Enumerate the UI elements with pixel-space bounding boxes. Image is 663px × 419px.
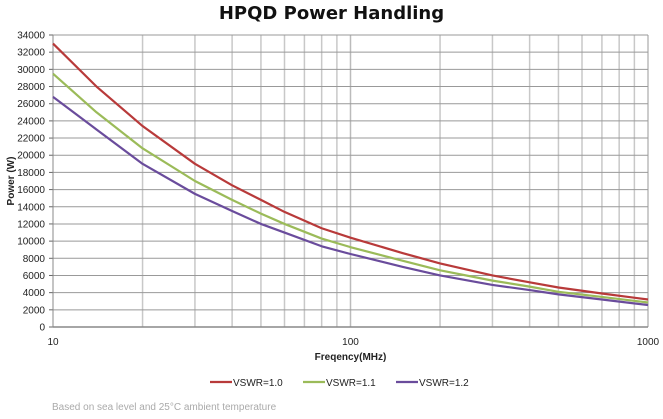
x-axis-label: Freqency(MHz) xyxy=(315,352,387,363)
legend-label: VSWR=1.0 xyxy=(233,378,283,389)
y-tick-label: 22000 xyxy=(17,134,45,145)
y-tick-label: 32000 xyxy=(17,48,45,59)
x-tick-label: 100 xyxy=(342,337,359,348)
footnote: Based on sea level and 25°C ambient temp… xyxy=(52,402,277,413)
y-tick-label: 10000 xyxy=(17,237,45,248)
y-tick-label: 12000 xyxy=(17,219,45,230)
y-tick-label: 8000 xyxy=(23,254,46,265)
y-axis-label: Power (W) xyxy=(6,157,17,206)
y-tick-label: 28000 xyxy=(17,82,45,93)
x-tick-label: 10 xyxy=(47,337,59,348)
y-tick-label: 0 xyxy=(39,323,45,334)
y-tick-label: 14000 xyxy=(17,202,45,213)
y-tick-label: 34000 xyxy=(17,31,45,42)
y-tick-label: 24000 xyxy=(17,116,45,127)
y-tick-label: 26000 xyxy=(17,99,45,110)
y-tick-label: 6000 xyxy=(23,271,46,282)
series-line-1 xyxy=(52,42,649,301)
y-tick-label: 30000 xyxy=(17,65,45,76)
y-tick-label: 4000 xyxy=(23,288,46,299)
y-tick-label: 20000 xyxy=(17,151,45,162)
legend-label: VSWR=1.2 xyxy=(419,378,469,389)
chart-title: HPQD Power Handling xyxy=(218,3,445,24)
y-tick-label: 18000 xyxy=(17,168,45,179)
y-tick-label: 16000 xyxy=(17,185,45,196)
y-tick-label: 2000 xyxy=(23,305,46,316)
x-tick-label: 1000 xyxy=(637,337,660,348)
series-line-2 xyxy=(52,72,649,304)
series-line-3 xyxy=(52,95,649,307)
legend-label: VSWR=1.1 xyxy=(326,378,376,389)
